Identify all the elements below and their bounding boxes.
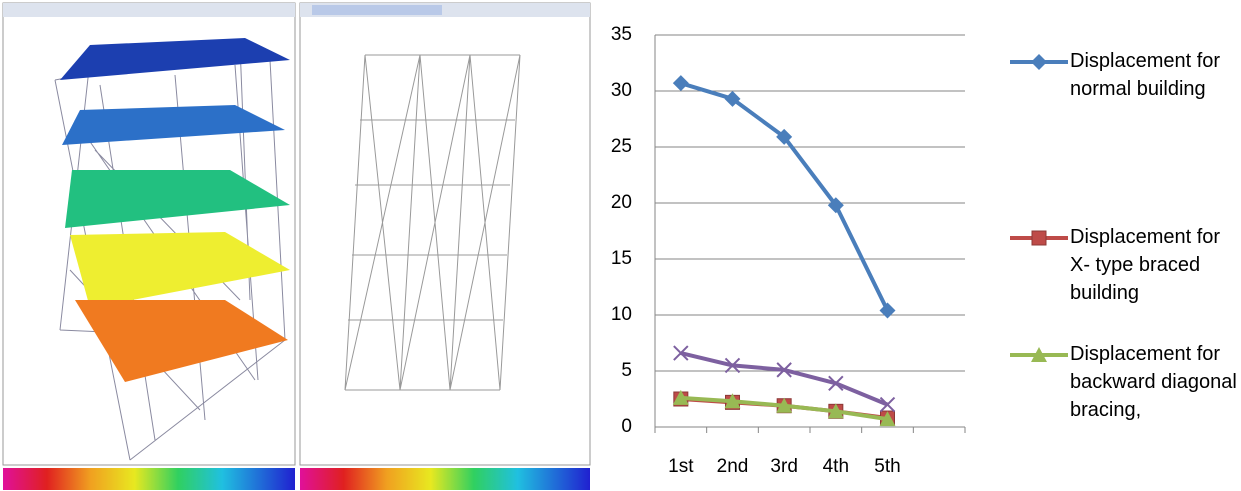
page: 051015202530351st2nd3rd4th5th (() => { c… bbox=[0, 0, 1241, 491]
y-tick-label: 5 bbox=[621, 360, 632, 381]
view-panel bbox=[300, 3, 590, 465]
active-tab[interactable] bbox=[312, 5, 442, 15]
view-titlebar[interactable] bbox=[3, 3, 295, 17]
y-tick-label: 25 bbox=[611, 136, 632, 157]
series-line bbox=[681, 83, 888, 310]
color-bar bbox=[300, 468, 590, 490]
legend-label: Displacement for X- type braced building bbox=[1070, 223, 1240, 307]
marker bbox=[1032, 231, 1046, 245]
marker bbox=[1031, 54, 1047, 70]
x-tick-label: 2nd bbox=[717, 456, 749, 477]
software-screenshot bbox=[3, 3, 590, 490]
y-tick-label: 15 bbox=[611, 248, 632, 269]
figure: 0 5 10 15 20 25 30 35 1st 2nd 3rd 4th 5th bbox=[0, 0, 1241, 491]
legend-label: Displacement for backward diagonal braci… bbox=[1070, 340, 1240, 424]
y-tick-label: 20 bbox=[611, 192, 632, 213]
x-tick-label: 1st bbox=[668, 456, 694, 477]
legend-label: Displacement for normal building bbox=[1070, 47, 1240, 103]
color-bar bbox=[3, 468, 295, 490]
marker bbox=[880, 303, 896, 319]
y-tick-label: 0 bbox=[621, 416, 632, 437]
x-tick-label: 4th bbox=[823, 456, 849, 477]
y-tick-label: 35 bbox=[611, 24, 632, 45]
x-tick-label: 3rd bbox=[770, 456, 797, 477]
series-line bbox=[681, 353, 888, 405]
marker bbox=[673, 75, 689, 91]
y-tick-label: 30 bbox=[611, 80, 632, 101]
y-tick-label: 10 bbox=[611, 304, 632, 325]
x-tick-label: 5th bbox=[874, 456, 900, 477]
